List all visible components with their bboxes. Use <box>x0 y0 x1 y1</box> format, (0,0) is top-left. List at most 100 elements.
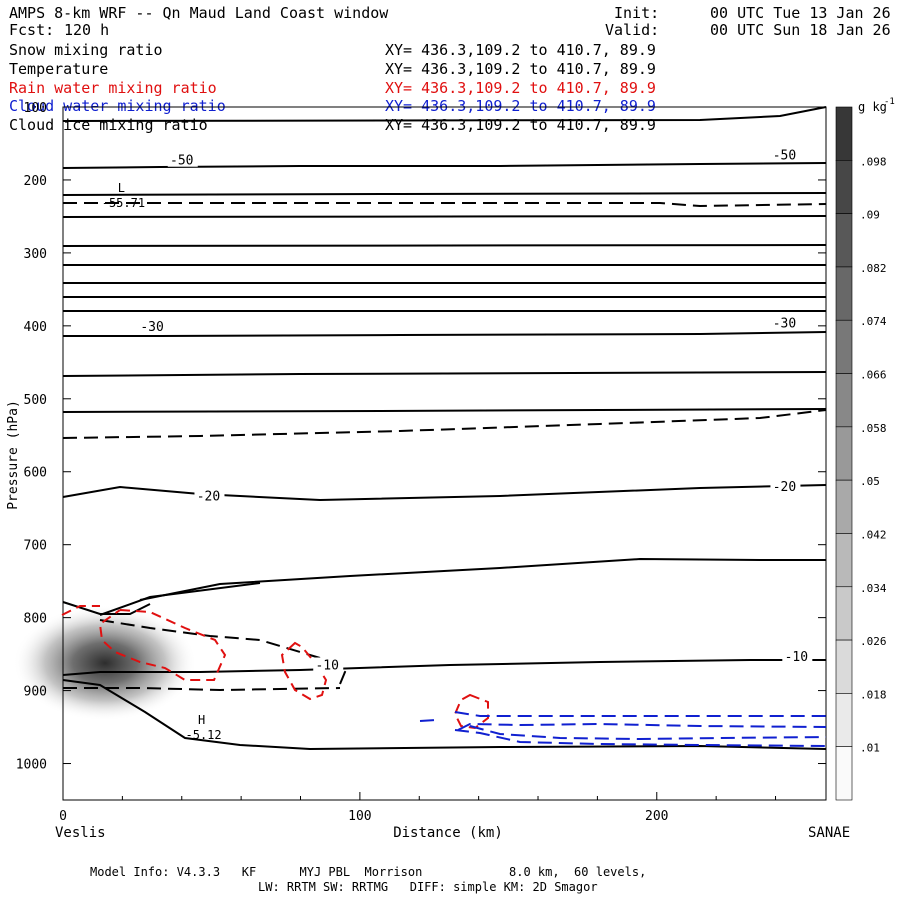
cloud-water-contour <box>454 729 827 747</box>
valid-label: Valid: <box>605 21 660 39</box>
temp-contour <box>62 601 151 615</box>
y-tick-label: 200 <box>24 174 47 189</box>
colorbar-tick-label: .01 <box>860 742 880 755</box>
x-left-label: Veslis <box>55 825 106 841</box>
contour-label: -20 <box>773 480 796 495</box>
y-tick-label: 1000 <box>16 758 47 773</box>
y-axis-label: Pressure (hPa) <box>6 400 21 510</box>
contour-label-bg <box>770 478 801 493</box>
cloud-water-contour <box>454 711 826 717</box>
colorbar-tick-label: .026 <box>860 635 887 648</box>
rain-contour <box>98 609 227 681</box>
forecast-label: Fcst: <box>9 21 55 39</box>
x-axis: 0 100 200 <box>59 792 777 824</box>
cloud-water-contour <box>419 719 436 722</box>
temp-contour <box>62 244 827 247</box>
contour-label-bg <box>138 319 169 334</box>
temperature-dashed-contours <box>62 202 827 692</box>
chart-title: AMPS 8-km WRF -- Qn Maud Land Coast wind… <box>9 4 389 22</box>
temperature-contours <box>62 106 827 751</box>
contour-label-bg <box>313 657 344 672</box>
contour-label-bg <box>770 315 801 330</box>
colorbar-units: g kg <box>858 100 887 114</box>
field-rain-name: Rain water mixing ratio <box>9 79 217 97</box>
init-value: 00 UTC Tue 13 Jan 26 <box>710 4 891 22</box>
colorbar-segment <box>835 693 853 747</box>
colorbar-tick-label: .058 <box>860 422 887 435</box>
temp-dashed-contour <box>62 409 827 439</box>
contour-label: -30 <box>140 320 163 335</box>
colorbar-units-exponent: -1 <box>884 97 895 107</box>
colorbar-tick-label: .018 <box>860 688 887 701</box>
temp-contour <box>99 582 261 616</box>
extremum-type: H <box>198 713 205 727</box>
colorbar-segment <box>835 160 853 214</box>
colorbar-tick-label: .05 <box>860 475 880 488</box>
contour-label-bg <box>194 488 225 503</box>
temp-contour <box>63 331 827 337</box>
cloud-water-contour <box>457 722 827 731</box>
rain-contour <box>61 605 100 616</box>
colorbar-segment <box>835 533 853 588</box>
contour-label: -50 <box>773 149 796 164</box>
model-info-line1: Model Info: V4.3.3 KF MYJ PBL Morrison 8… <box>90 865 647 879</box>
colorbar: .098 .09 .082 .074 .066 .058 .05 .042 .034 .026 .0… <box>835 106 887 801</box>
contour-label: -50 <box>170 154 193 169</box>
y-tick-label: 600 <box>24 466 47 481</box>
y-tick-label: 500 <box>24 393 47 408</box>
colorbar-segment <box>835 479 853 534</box>
y-tick-label: 800 <box>24 612 47 627</box>
colorbar-tick-label: .042 <box>860 528 887 541</box>
x-tick-label: 200 <box>645 809 668 824</box>
x-right-label: SANAE <box>808 825 850 841</box>
contour-label: -20 <box>197 489 220 504</box>
colorbar-segment <box>835 426 853 481</box>
colorbar-segment <box>835 373 853 428</box>
colorbar-tick-label: .034 <box>860 582 887 595</box>
colorbar-tick-label: .066 <box>860 369 887 382</box>
temp-contour <box>62 215 827 218</box>
colorbar-tick-label: .074 <box>860 315 887 328</box>
colorbar-tick-label: .09 <box>860 209 880 222</box>
y-tick-label: 100 <box>24 101 47 116</box>
rain-contour <box>280 641 328 701</box>
colorbar-segment <box>835 319 853 374</box>
y-tick-label: 900 <box>24 685 47 700</box>
colorbar-segment <box>835 639 853 694</box>
colorbar-segment <box>835 213 853 268</box>
contour-labels: -50 -50 -30 -30 -20 -20 -10 -10 <box>138 147 813 674</box>
contour-label-bg <box>167 152 198 167</box>
contour-label: -10 <box>785 650 808 665</box>
x-axis-label: Distance (km) <box>393 825 503 841</box>
extrema-labels: L-55.71 H-5.12 <box>102 181 222 742</box>
x-tick-label: 100 <box>348 809 371 824</box>
colorbar-segment <box>835 746 853 801</box>
plot-frame <box>62 106 827 801</box>
snow-shading <box>13 605 197 721</box>
valid-value: 00 UTC Sun 18 Jan 26 <box>710 21 891 39</box>
temp-dashed-contour <box>63 202 827 208</box>
field-snow-name: Snow mixing ratio <box>9 41 163 59</box>
extremum-value: -5.12 <box>186 728 222 742</box>
model-info-line2: LW: RRTM SW: RRTMG DIFF: simple KM: 2D S… <box>258 880 598 894</box>
contour-label: -30 <box>773 316 796 331</box>
rain-contour <box>453 693 489 730</box>
y-tick-label: 400 <box>24 320 47 335</box>
field-cloudwater-xy: XY= 436.3,109.2 to 410.7, 89.9 <box>385 97 656 115</box>
forecast-value: 120 h <box>64 21 110 39</box>
colorbar-segment <box>835 266 853 321</box>
temp-contour <box>62 408 827 413</box>
x-tick-label: 0 <box>59 809 67 824</box>
cloud-water-contours <box>419 711 827 747</box>
temp-dashed-contour <box>99 619 347 685</box>
init-label: Init: <box>614 4 660 22</box>
temp-dashed-contour <box>63 687 341 692</box>
cloud-water-contour <box>469 725 827 741</box>
extremum-value: -55.71 <box>102 196 145 210</box>
temp-contour <box>62 192 827 196</box>
field-cloudwater-name: Cloud water mixing ratio <box>9 97 226 115</box>
colorbar-segment <box>835 106 853 161</box>
temp-contour <box>62 371 827 377</box>
field-snow-xy: XY= 436.3,109.2 to 410.7, 89.9 <box>385 41 656 59</box>
